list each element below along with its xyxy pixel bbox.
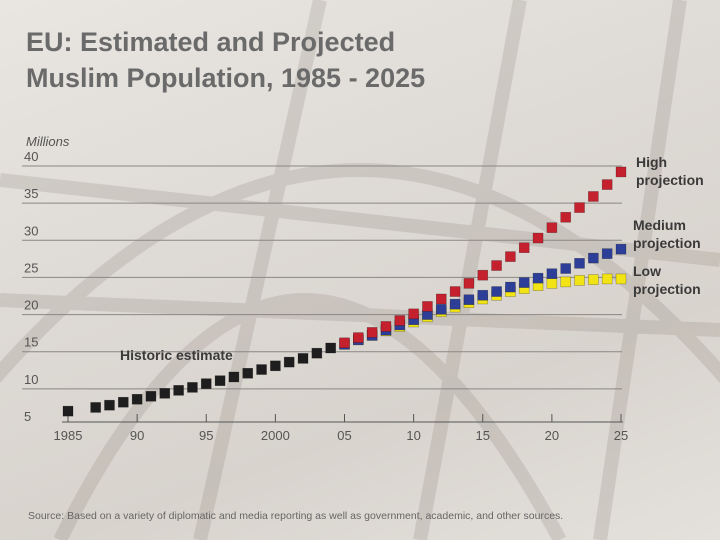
high-point-2025 [615, 166, 627, 178]
x-tick-label-1985: 1985 [54, 428, 83, 443]
medium-point-2021 [560, 263, 572, 274]
historic-point-2000 [270, 360, 281, 372]
high-series-label: High projection [636, 154, 704, 188]
y-tick-label-15: 15 [24, 335, 38, 350]
high-series-label-line-2: projection [636, 172, 704, 188]
chart-title-line-2: Muslim Population, 1985 - 2025 [26, 63, 426, 93]
historic-point-1998 [242, 367, 254, 379]
y-tick-label-25: 25 [24, 260, 38, 275]
historic-point-1987 [90, 402, 101, 413]
medium-point-2013 [449, 298, 461, 310]
y-tick-label-20: 20 [24, 298, 38, 313]
historic-point-2003 [311, 347, 323, 359]
medium-point-2023 [588, 252, 599, 264]
low-point-2023 [588, 274, 599, 285]
historic-point-1988 [104, 399, 115, 411]
historic-point-1985 [62, 405, 74, 417]
series-labels: High projection Medium projection Low project… [120, 154, 704, 363]
high-point-2007 [366, 327, 378, 338]
high-point-2022 [574, 202, 585, 213]
high-point-2021 [560, 211, 572, 223]
high-point-2020 [546, 222, 558, 233]
medium-point-2022 [574, 258, 585, 269]
low-point-2021 [560, 276, 572, 288]
low-point-2024 [601, 273, 613, 285]
x-tick-label-20: 20 [545, 428, 559, 443]
high-point-2024 [601, 179, 613, 190]
medium-point-2017 [505, 281, 516, 293]
chart-title: EU: Estimated and Projected Muslim Popul… [26, 24, 626, 96]
medium-point-2019 [532, 272, 544, 284]
high-point-2023 [588, 191, 599, 202]
high-point-2013 [449, 286, 461, 297]
medium-point-2014 [463, 294, 475, 306]
medium-point-2024 [601, 248, 613, 259]
source-note: Source: Based on a variety of diplomatic… [28, 510, 564, 522]
high-point-2008 [380, 321, 392, 332]
medium-point-2012 [435, 304, 447, 315]
historic-point-1999 [256, 364, 267, 375]
low-point-2022 [574, 275, 585, 286]
medium-point-2015 [477, 289, 489, 301]
low-series-label-line-1: Low [633, 263, 661, 279]
medium-point-2016 [491, 286, 502, 297]
historic-point-2001 [283, 356, 295, 368]
medium-series-label: Medium projection [633, 217, 701, 251]
y-axis-unit-label: Millions [26, 134, 70, 149]
historic-point-1994 [187, 382, 198, 393]
medium-series-label-line-2: projection [633, 235, 701, 251]
high-point-2014 [463, 278, 475, 289]
historic-point-1997 [228, 371, 240, 383]
historic-point-1992 [159, 388, 171, 399]
high-point-2010 [408, 308, 419, 320]
historic-point-2004 [325, 342, 336, 354]
y-tick-label-10: 10 [24, 372, 38, 387]
low-series-label-line-2: projection [633, 281, 701, 297]
low-point-2020 [546, 278, 558, 289]
high-point-2016 [491, 260, 502, 271]
historic-point-1989 [118, 396, 129, 408]
low-series-label: Low projection [633, 263, 701, 297]
high-point-2017 [505, 251, 516, 262]
medium-point-2020 [546, 268, 558, 280]
x-tick-label-90: 90 [130, 428, 144, 443]
x-tick-label-95: 95 [199, 428, 213, 443]
historic-point-1990 [131, 393, 143, 405]
historic-point-1995 [200, 378, 212, 389]
population-chart: 5 10 15 20 25 30 35 40 1985 90 95 2000 05 10 15 20 25 Hi… [22, 150, 704, 443]
x-tick-label-10: 10 [406, 428, 420, 443]
low-point-2025 [615, 273, 627, 285]
medium-point-2025 [615, 243, 627, 255]
medium-point-2018 [518, 277, 530, 288]
x-tick-label-25: 25 [614, 428, 628, 443]
y-tick-label-30: 30 [24, 223, 38, 238]
high-series-label-line-1: High [636, 154, 667, 170]
chart-title-line-1: EU: Estimated and Projected [26, 27, 396, 57]
x-tick-label-2000: 2000 [261, 428, 290, 443]
historic-series-label: Historic estimate [120, 347, 233, 363]
historic-point-1991 [145, 390, 157, 402]
high-point-2019 [532, 232, 544, 244]
high-point-2011 [422, 301, 433, 312]
high-point-2009 [394, 315, 406, 326]
high-point-2005 [339, 337, 350, 349]
medium-series-label-line-1: Medium [633, 217, 686, 233]
x-tick-label-15: 15 [476, 428, 490, 443]
y-tick-label-5: 5 [24, 409, 31, 424]
axes: 5 10 15 20 25 30 35 40 1985 90 95 2000 05 10 15 20 25 [24, 150, 628, 443]
high-point-2015 [477, 269, 489, 281]
historic-point-1996 [214, 375, 226, 386]
historic-series-label-line-1: Historic estimate [120, 347, 233, 363]
high-point-2006 [353, 332, 364, 343]
gridlines [22, 165, 622, 390]
y-tick-label-35: 35 [24, 186, 38, 201]
data-markers [62, 166, 627, 417]
high-point-2012 [435, 293, 447, 305]
historic-point-1993 [173, 385, 184, 396]
high-point-2018 [518, 242, 530, 254]
historic-point-2002 [297, 353, 309, 364]
x-tick-label-05: 05 [337, 428, 351, 443]
y-tick-label-40: 40 [24, 150, 38, 164]
